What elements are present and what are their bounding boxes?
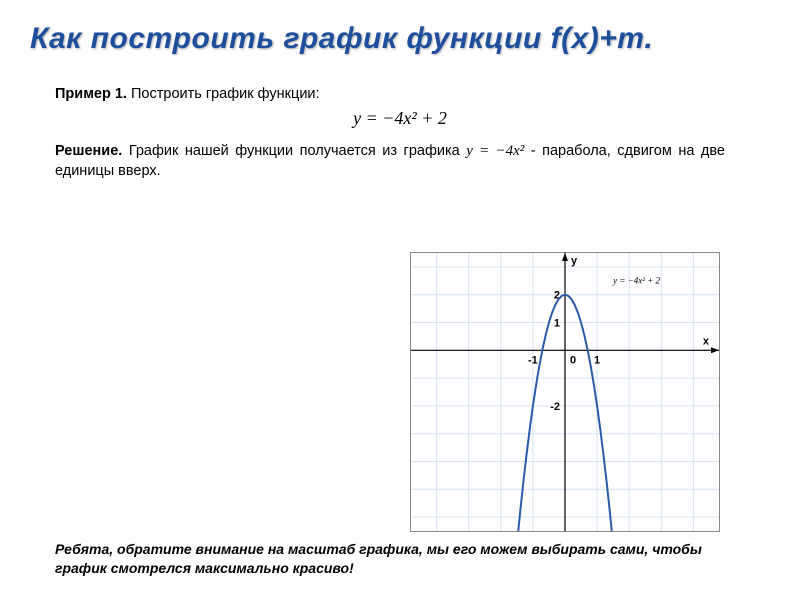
inline-formula: y = −4x² [466,143,524,159]
page-title: Как построить график функции f(x)+m. [0,0,800,66]
svg-text:-1: -1 [528,354,538,366]
example-line: Пример 1. Построить график функции: [55,86,745,102]
solution-paragraph: Решение. График нашей функции получается… [55,141,725,181]
example-text: Построить график функции: [127,86,320,102]
footer-note: Ребята, обратите внимание на масштаб гра… [55,540,745,578]
svg-text:y: y [571,255,578,267]
solution-text-a: График нашей функции получается из графи… [122,143,466,159]
parabola-chart: xy0-1121-2y = −4x² + 2 [411,253,719,531]
svg-text:1: 1 [594,354,600,366]
solution-label: Решение. [55,143,122,159]
svg-text:x: x [703,335,710,347]
svg-text:y = −4x² + 2: y = −4x² + 2 [612,276,660,286]
svg-text:-2: -2 [550,401,560,413]
svg-text:0: 0 [570,354,576,366]
svg-text:1: 1 [554,318,560,330]
chart-container: xy0-1121-2y = −4x² + 2 [410,252,720,532]
example-label: Пример 1. [55,86,127,102]
main-formula: y = −4x² + 2 [55,108,745,129]
